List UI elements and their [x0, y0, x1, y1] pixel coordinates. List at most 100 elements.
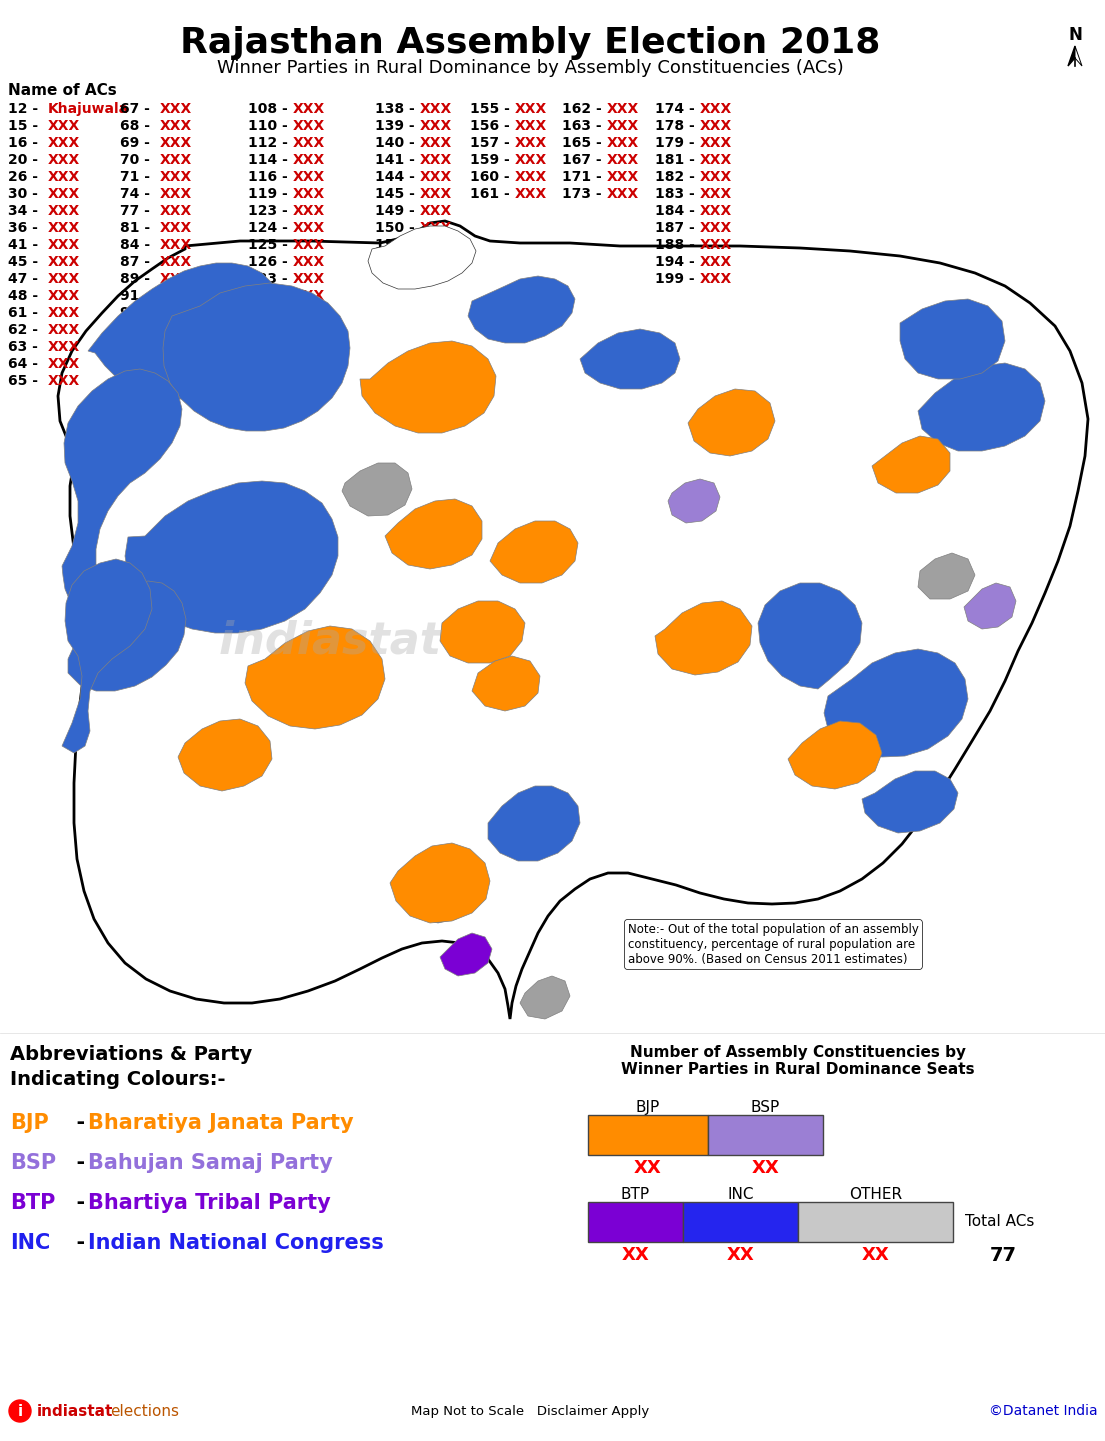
Text: 34 -: 34 -: [8, 205, 43, 218]
Polygon shape: [862, 771, 958, 833]
Text: 36 -: 36 -: [8, 220, 43, 235]
Text: 69 -: 69 -: [120, 135, 155, 150]
Text: elections: elections: [110, 1404, 179, 1418]
Polygon shape: [918, 553, 975, 599]
Text: Winner Parties in Rural Dominance by Assembly Constituencies (ACs): Winner Parties in Rural Dominance by Ass…: [217, 59, 843, 76]
Text: 150 -: 150 -: [375, 220, 420, 235]
Text: XXX: XXX: [293, 255, 325, 269]
Polygon shape: [125, 481, 338, 633]
Text: 12 -: 12 -: [8, 102, 43, 115]
Text: 48 -: 48 -: [8, 290, 43, 303]
Text: 178 -: 178 -: [655, 120, 699, 133]
Polygon shape: [390, 843, 490, 924]
Text: XXX: XXX: [293, 272, 325, 285]
Text: 163 -: 163 -: [562, 120, 607, 133]
Text: XXX: XXX: [607, 102, 640, 115]
Text: XXX: XXX: [293, 170, 325, 184]
Text: Bahujan Samaj Party: Bahujan Samaj Party: [88, 1153, 333, 1173]
Text: 155 -: 155 -: [470, 102, 515, 115]
Text: 74 -: 74 -: [120, 187, 155, 200]
Text: XXX: XXX: [420, 238, 452, 252]
Text: INC: INC: [10, 1233, 50, 1254]
Bar: [588, 1115, 708, 1156]
Text: XXX: XXX: [515, 187, 547, 200]
Text: INC: INC: [727, 1187, 754, 1202]
Text: XXX: XXX: [420, 153, 452, 167]
Text: 87 -: 87 -: [120, 255, 155, 269]
Text: 68 -: 68 -: [120, 120, 155, 133]
Text: 167 -: 167 -: [562, 153, 607, 167]
Text: XXX: XXX: [293, 205, 325, 218]
Text: 149 -: 149 -: [375, 205, 420, 218]
Polygon shape: [469, 277, 575, 343]
Polygon shape: [964, 584, 1015, 630]
Polygon shape: [788, 720, 882, 790]
Text: 199 -: 199 -: [655, 272, 699, 285]
Text: 71 -: 71 -: [120, 170, 155, 184]
Text: 20 -: 20 -: [8, 153, 43, 167]
Polygon shape: [669, 478, 720, 523]
Text: 160 -: 160 -: [470, 170, 515, 184]
Text: XXX: XXX: [699, 187, 733, 200]
Text: Abbreviations & Party: Abbreviations & Party: [10, 1045, 252, 1063]
Text: 45 -: 45 -: [8, 255, 43, 269]
Text: XXX: XXX: [420, 205, 452, 218]
Text: XXX: XXX: [699, 272, 733, 285]
Text: 15 -: 15 -: [8, 120, 43, 133]
Text: XXX: XXX: [160, 153, 192, 167]
Text: XXX: XXX: [160, 220, 192, 235]
Text: XXX: XXX: [48, 375, 81, 388]
Text: XXX: XXX: [420, 135, 452, 150]
Text: XX: XX: [862, 1246, 890, 1264]
Polygon shape: [62, 369, 182, 607]
Text: 182 -: 182 -: [655, 170, 699, 184]
Text: 81 -: 81 -: [120, 220, 155, 235]
Text: 70 -: 70 -: [120, 153, 155, 167]
Polygon shape: [899, 298, 1006, 379]
Text: XXX: XXX: [699, 170, 733, 184]
Text: XXX: XXX: [699, 205, 733, 218]
Polygon shape: [824, 648, 968, 757]
Text: Note:- Out of the total population of an assembly
constituency, percentage of ru: Note:- Out of the total population of an…: [628, 924, 919, 965]
Text: XXX: XXX: [607, 187, 640, 200]
Text: XXX: XXX: [515, 170, 547, 184]
Text: XXX: XXX: [293, 153, 325, 167]
Text: XXX: XXX: [160, 255, 192, 269]
Text: XXX: XXX: [515, 153, 547, 167]
Text: XXX: XXX: [420, 187, 452, 200]
Text: XXX: XXX: [160, 187, 192, 200]
Text: XX: XX: [727, 1246, 755, 1264]
Text: 165 -: 165 -: [562, 135, 607, 150]
Text: 77 -: 77 -: [120, 205, 155, 218]
Text: XXX: XXX: [515, 102, 547, 115]
Text: 63 -: 63 -: [8, 340, 43, 354]
Text: BTP: BTP: [10, 1193, 55, 1213]
Polygon shape: [520, 976, 570, 1019]
Bar: [683, 1202, 798, 1242]
Text: 151 -: 151 -: [375, 238, 420, 252]
Polygon shape: [385, 499, 482, 569]
Text: Name of ACs: Name of ACs: [8, 84, 117, 98]
Text: 112 -: 112 -: [248, 135, 293, 150]
Polygon shape: [472, 656, 540, 710]
Text: XXX: XXX: [607, 135, 640, 150]
Text: XXX: XXX: [515, 120, 547, 133]
Text: XXX: XXX: [160, 238, 192, 252]
Text: XXX: XXX: [160, 205, 192, 218]
Polygon shape: [69, 581, 186, 692]
Text: XXX: XXX: [699, 255, 733, 269]
Text: Khajuwala: Khajuwala: [48, 102, 129, 115]
Bar: [798, 1202, 953, 1242]
Text: 30 -: 30 -: [8, 187, 43, 200]
Bar: [588, 1202, 683, 1242]
Text: Total ACs: Total ACs: [965, 1215, 1034, 1229]
Text: 77: 77: [989, 1246, 1017, 1265]
Polygon shape: [1075, 46, 1082, 66]
Polygon shape: [343, 463, 412, 516]
Text: XXX: XXX: [293, 102, 325, 115]
Text: 156 -: 156 -: [470, 120, 515, 133]
Text: i: i: [18, 1404, 22, 1418]
Text: Bhartiya Tribal Party: Bhartiya Tribal Party: [88, 1193, 330, 1213]
Polygon shape: [655, 601, 753, 674]
Text: XXX: XXX: [420, 170, 452, 184]
